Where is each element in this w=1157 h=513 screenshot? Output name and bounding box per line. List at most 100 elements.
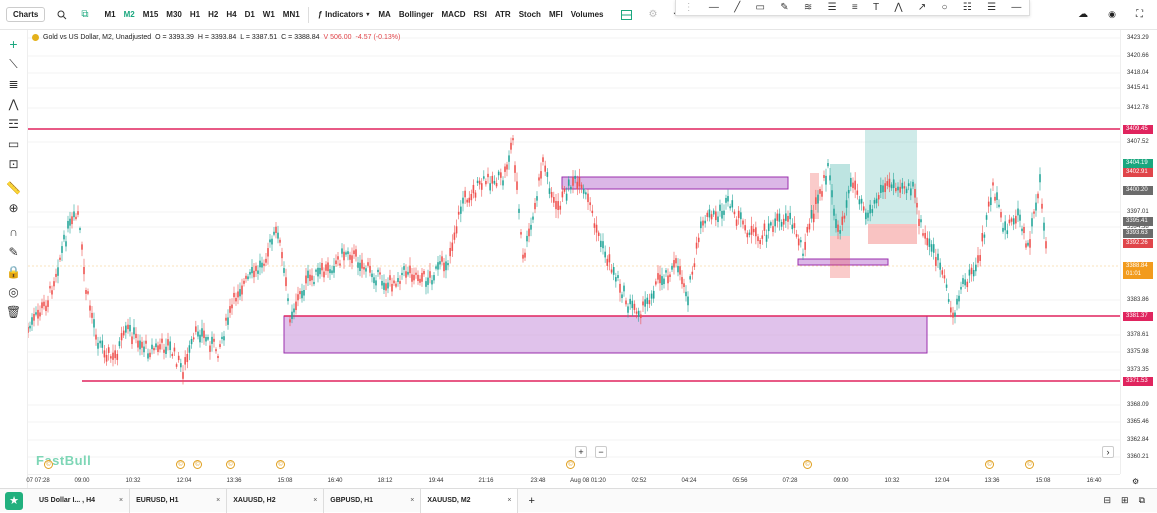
compare-icon[interactable]: ⧉: [81, 9, 89, 20]
search-icon[interactable]: [53, 5, 71, 25]
trash-icon[interactable]: 🗑: [5, 305, 22, 319]
indicator-bollinger[interactable]: Bollinger: [398, 10, 434, 19]
rectangle-icon[interactable]: ▭: [755, 2, 765, 13]
symbol-title[interactable]: Gold vs US Dollar, M2, Unadjusted: [43, 34, 152, 41]
timeframe-h4[interactable]: H4: [226, 10, 237, 19]
indicator-mfi[interactable]: MFI: [548, 10, 563, 19]
economic-event-icon[interactable]: ©: [226, 460, 235, 469]
economic-event-icon[interactable]: ©: [1025, 460, 1034, 469]
magnet-icon[interactable]: ∩: [9, 225, 18, 239]
chart-canvas[interactable]: [27, 30, 1120, 474]
screenshot-icon[interactable]: ⧉: [1138, 495, 1145, 505]
chart-tab[interactable]: GBPUSD, H1 ×: [324, 488, 422, 513]
chart-tab[interactable]: XAUUSD, M2 ×: [421, 488, 519, 513]
time-tick-label: 16:40: [327, 478, 343, 484]
chart-tab[interactable]: US Dollar I... , H4 ×: [33, 488, 131, 513]
layout-icon[interactable]: ⊟: [1103, 495, 1112, 505]
timeframe-m15[interactable]: M15: [142, 10, 159, 19]
add-tab-button[interactable]: +: [528, 494, 535, 507]
candle-body: [623, 285, 625, 292]
indicator-atr[interactable]: ATR: [494, 10, 511, 19]
economic-event-icon[interactable]: ©: [803, 460, 812, 469]
arrow-icon[interactable]: ↗: [917, 2, 927, 13]
timeframe-m1[interactable]: M1: [104, 10, 116, 19]
indicators-button[interactable]: ƒ Indicators ▾: [313, 10, 375, 19]
zoom-in-button[interactable]: +: [575, 446, 587, 458]
wave-pattern-icon[interactable]: ⋀: [894, 2, 903, 13]
ruler-icon[interactable]: 📏: [6, 181, 21, 195]
scroll-right-button[interactable]: ›: [1102, 446, 1114, 458]
text-icon[interactable]: T: [872, 2, 880, 13]
close-tab-icon[interactable]: ×: [313, 497, 318, 504]
timeframe-mn1[interactable]: MN1: [282, 10, 300, 19]
timeframe-w1[interactable]: W1: [262, 10, 275, 19]
economic-event-icon[interactable]: ©: [44, 460, 53, 469]
lock-icon[interactable]: 🔒: [6, 265, 21, 279]
indicator-ma[interactable]: MA: [378, 10, 391, 19]
close-tab-icon[interactable]: ×: [119, 497, 124, 504]
horizontal-line-icon[interactable]: —: [708, 2, 719, 13]
candle-body: [608, 254, 611, 263]
drag-handle-icon[interactable]: ⋮: [683, 2, 694, 13]
circle-icon[interactable]: ○: [941, 2, 948, 13]
timeframe-h2[interactable]: H2: [208, 10, 219, 19]
timeframe-m2[interactable]: M2: [123, 10, 135, 19]
chart-tab[interactable]: XAUUSD, H2 ×: [227, 488, 325, 513]
price-chart[interactable]: [27, 30, 1120, 474]
price-marker-label: 3371.53: [1123, 377, 1153, 386]
time-axis[interactable]: ⚙ 07 07:28 09:00 10:32 12:04 13:36 15:08 16:40…: [26, 474, 1139, 488]
ray-icon[interactable]: —: [1011, 2, 1022, 13]
pencil-lock-icon[interactable]: ✎: [8, 245, 19, 259]
trend-line-tool-icon[interactable]: ⟍: [9, 56, 18, 71]
pattern-tool-icon[interactable]: ⋀: [8, 97, 19, 111]
candle-body: [500, 172, 502, 178]
brush-icon[interactable]: ✎: [780, 2, 789, 13]
timeframe-d1[interactable]: D1: [244, 10, 255, 19]
economic-event-icon[interactable]: ©: [193, 460, 202, 469]
candle-body: [528, 228, 530, 237]
cloud-upload-icon[interactable]: ☁: [1078, 9, 1089, 20]
indicator-rsi[interactable]: RSI: [473, 10, 487, 19]
zoom-out-button[interactable]: −: [595, 446, 607, 458]
economic-event-icon[interactable]: ©: [276, 460, 285, 469]
economic-event-icon[interactable]: ©: [566, 460, 575, 469]
price-axis[interactable]: 3423.29 3420.66 3418.04 3415.41 3412.78 3407.…: [1120, 30, 1157, 474]
split-view-icon[interactable]: ⊞: [1121, 495, 1129, 505]
settings-icon[interactable]: ⚙: [648, 9, 658, 20]
fib-extension-icon[interactable]: ≡: [851, 2, 858, 13]
candle-body: [767, 223, 770, 232]
fibonacci-tool-icon[interactable]: ≣: [8, 77, 19, 91]
pitchfork-icon[interactable]: ☷: [962, 2, 972, 13]
text-tool-icon[interactable]: ⊡: [8, 157, 19, 171]
indicator-macd[interactable]: MACD: [441, 10, 466, 19]
chart-tab[interactable]: EURUSD, H1 ×: [130, 488, 228, 513]
gann-fan-icon[interactable]: ☰: [987, 2, 997, 13]
crosshair-icon[interactable]: +: [9, 36, 18, 52]
close-tab-icon[interactable]: ×: [507, 497, 512, 504]
timeframe-h1[interactable]: H1: [189, 10, 201, 19]
fullscreen-icon[interactable]: ⛶: [1136, 9, 1143, 20]
camera-icon[interactable]: ◉: [1108, 9, 1116, 19]
fib-retracement-icon[interactable]: ☰: [827, 2, 837, 13]
time-tick-label: 05:56: [732, 478, 748, 484]
favorites-star-icon[interactable]: ★: [5, 491, 23, 510]
candle-body: [395, 283, 397, 287]
economic-event-icon[interactable]: ©: [985, 460, 994, 469]
shapes-tool-icon[interactable]: ▭: [7, 137, 20, 151]
candle-body: [810, 209, 813, 219]
axis-settings-icon[interactable]: ⚙: [1132, 477, 1140, 486]
candle-body: [899, 186, 901, 193]
eye-icon[interactable]: ◎: [8, 285, 19, 299]
charts-menu-button[interactable]: Charts: [6, 7, 46, 22]
forecast-tool-icon[interactable]: ☲: [8, 117, 19, 131]
close-tab-icon[interactable]: ×: [216, 497, 221, 504]
indicator-volumes[interactable]: Volumes: [570, 10, 604, 19]
indicator-stoch[interactable]: Stoch: [518, 10, 541, 19]
layout-grid-icon[interactable]: [617, 5, 636, 25]
economic-event-icon[interactable]: ©: [176, 460, 185, 469]
zoom-in-icon[interactable]: ⊕: [8, 201, 19, 215]
trend-line-icon[interactable]: ╱: [734, 2, 741, 13]
parallel-channel-icon[interactable]: ≋: [803, 2, 813, 13]
timeframe-m30[interactable]: M30: [166, 10, 182, 19]
close-tab-icon[interactable]: ×: [410, 497, 415, 504]
